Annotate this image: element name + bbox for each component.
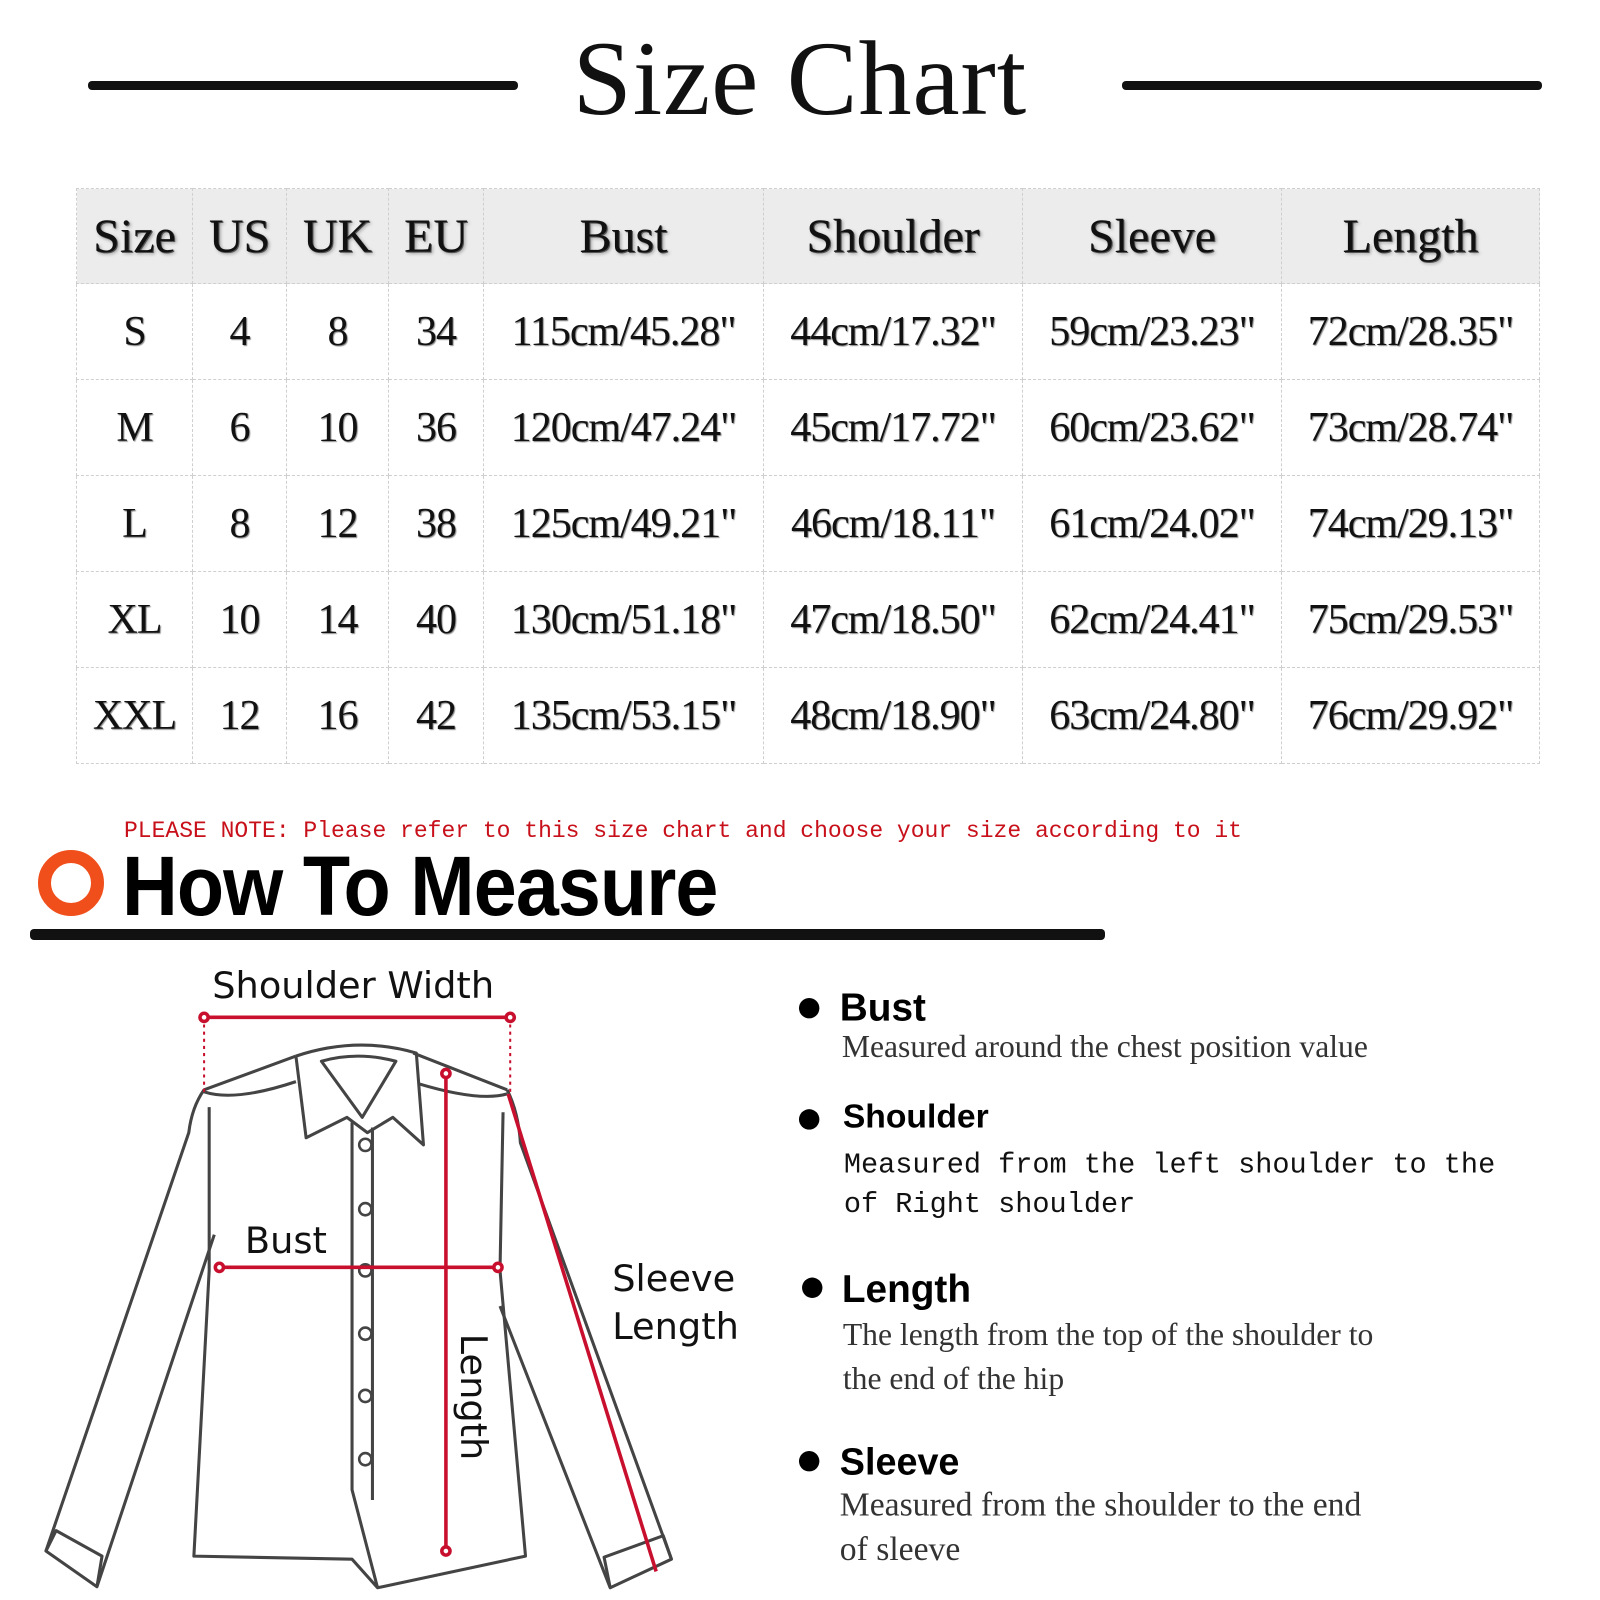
table-header-row: Size US UK EU Bust Shoulder Sleeve Lengt… (76, 188, 1540, 284)
table-row: M 6 10 36 120cm/47.24" 45cm/17.72" 60cm/23.62"… (76, 379, 1540, 476)
table-cell-bust: 115cm/45.28" (483, 283, 764, 380)
table-cell-sleeve: 59cm/23.23" (1022, 283, 1282, 380)
table-cell-eu: 34 (388, 283, 484, 380)
item-title-shoulder: Shoulder (843, 1099, 989, 1136)
item-desc-length-2: the end of the hip (843, 1361, 1064, 1396)
table-cell-us: 8 (192, 475, 287, 572)
item-title-sleeve: Sleeve (840, 1440, 960, 1482)
header-length: Length (1281, 188, 1540, 284)
shirt-buttons (357, 1137, 373, 1467)
table-cell-sleeve: 60cm/23.62" (1022, 379, 1282, 476)
table-cell-sleeve: 61cm/24.02" (1022, 475, 1282, 572)
size-note: PLEASE NOTE: Please refer to this size c… (124, 818, 1242, 844)
table-cell-us: 6 (192, 379, 287, 476)
table-cell-uk: 8 (286, 283, 389, 380)
table-cell-uk: 16 (286, 667, 389, 764)
table-cell-eu: 38 (388, 475, 484, 572)
heading-rule (30, 929, 1105, 940)
table-cell-sleeve: 62cm/24.41" (1022, 571, 1282, 668)
bullet-icon (802, 1277, 823, 1298)
table-cell-length: 74cm/29.13" (1281, 475, 1540, 572)
label-bust: Bust (245, 1219, 327, 1262)
table-row: S 4 8 34 115cm/45.28" 44cm/17.32" 59cm/23.23" 7… (76, 283, 1540, 380)
table-cell-shoulder: 47cm/18.50" (763, 571, 1023, 668)
table-cell-length: 75cm/29.53" (1281, 571, 1540, 668)
table-cell-size: S (76, 283, 193, 380)
table-cell-sleeve: 63cm/24.80" (1022, 667, 1282, 764)
header-size: Size (76, 188, 193, 284)
table-cell-bust: 130cm/51.18" (483, 571, 764, 668)
table-cell-shoulder: 45cm/17.72" (763, 379, 1023, 476)
table-cell-bust: 135cm/53.15" (483, 667, 764, 764)
table-cell-us: 4 (192, 283, 287, 380)
table-cell-shoulder: 46cm/18.11" (763, 475, 1023, 572)
item-desc-shoulder-2: of Right shoulder (844, 1188, 1135, 1221)
item-desc-length-1: The length from the top of the shoulder … (843, 1317, 1373, 1352)
table-cell-bust: 125cm/49.21" (483, 475, 764, 572)
table-cell-uk: 14 (286, 571, 389, 668)
table-cell-size: L (76, 475, 193, 572)
header-bust: Bust (483, 188, 764, 284)
table-cell-size: M (76, 379, 193, 476)
table-cell-uk: 10 (286, 379, 389, 476)
measure-lines (198, 1011, 658, 1572)
header-uk: UK (286, 188, 389, 284)
table-cell-shoulder: 48cm/18.90" (763, 667, 1023, 764)
table-cell-eu: 36 (388, 379, 484, 476)
item-desc-bust: Measured around the chest position value (842, 1029, 1368, 1064)
table-cell-eu: 42 (388, 667, 484, 764)
item-title-length: Length (842, 1268, 971, 1311)
measure-instructions: Bust Measured around the chest position … (798, 986, 1495, 1568)
table-row: XL 10 14 40 130cm/51.18" 47cm/18.50" 62cm/24.4… (76, 571, 1540, 668)
table-cell-eu: 40 (388, 571, 484, 668)
table-row: XXL 12 16 42 135cm/53.15" 48cm/18.90" 63cm/24.… (76, 667, 1540, 764)
table-cell-length: 72cm/28.35" (1281, 283, 1540, 380)
header-sleeve: Sleeve (1022, 188, 1282, 284)
how-to-measure-heading: How To Measure (122, 839, 718, 933)
title-rule-left (88, 81, 518, 90)
bullet-icon (798, 1109, 820, 1130)
header-shoulder: Shoulder (763, 188, 1023, 284)
bullet-icon (798, 997, 820, 1019)
page-title: Size Chart (572, 20, 1028, 137)
label-sleeve-length: Length (612, 1305, 739, 1348)
item-title-bust: Bust (840, 986, 926, 1029)
table-cell-size: XXL (76, 667, 193, 764)
item-desc-sleeve-1: Measured from the shoulder to the end (840, 1486, 1362, 1523)
label-shoulder-width: Shoulder Width (212, 964, 494, 1007)
label-sleeve: Sleeve (612, 1257, 735, 1300)
table-row: L 8 12 38 125cm/49.21" 46cm/18.11" 61cm/24.02"… (76, 475, 1540, 572)
header-eu: EU (388, 188, 484, 284)
table-cell-length: 76cm/29.92" (1281, 667, 1540, 764)
item-desc-shoulder-1: Measured from the left shoulder to the (844, 1148, 1495, 1181)
table-cell-length: 73cm/28.74" (1281, 379, 1540, 476)
table-cell-bust: 120cm/47.24" (483, 379, 764, 476)
size-table: Size US UK EU Bust Shoulder Sleeve Lengt… (76, 188, 1540, 764)
table-cell-uk: 12 (286, 475, 389, 572)
title-rule-right (1122, 81, 1542, 90)
item-desc-sleeve-2: of sleeve (840, 1531, 961, 1568)
shirt-outline (44, 1043, 673, 1590)
bullet-icon (798, 1451, 820, 1472)
table-cell-us: 10 (192, 571, 287, 668)
label-length: Length (452, 1334, 495, 1461)
